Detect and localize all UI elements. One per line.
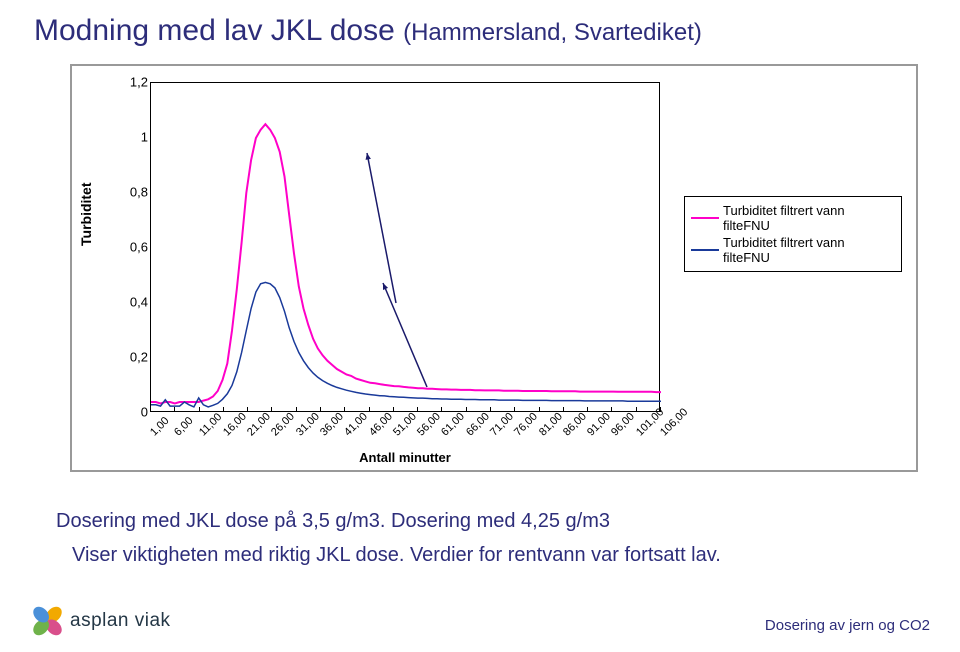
- y-tick-label: 0,2: [130, 350, 148, 365]
- x-tick-label: 56,00: [415, 411, 443, 439]
- logo-mark: [30, 604, 64, 638]
- x-tick-label: 71,00: [488, 411, 516, 439]
- x-tick-label: 46,00: [367, 411, 395, 439]
- annotation-arrow: [383, 283, 427, 387]
- x-tick-label: 51,00: [391, 411, 419, 439]
- x-tick-label: 16,00: [221, 411, 249, 439]
- x-tick-label: 76,00: [512, 411, 540, 439]
- x-tick-label: 6,00: [172, 415, 196, 439]
- y-tick-label: 0,8: [130, 185, 148, 200]
- x-tick-label: 41,00: [342, 411, 370, 439]
- x-tick-label: 36,00: [318, 411, 346, 439]
- x-axis: 1,006,0011,0016,0021,0026,0031,0036,0041…: [150, 412, 660, 452]
- legend-label: Turbiditet filtrert vann filteFNU: [723, 203, 895, 233]
- x-tick-label: 61,00: [439, 411, 467, 439]
- x-tick-label: 96,00: [609, 411, 637, 439]
- x-tick-label: 86,00: [561, 411, 589, 439]
- chart-plot-area: [150, 82, 660, 412]
- title-sub: (Hammersland, Svartediket): [403, 19, 702, 46]
- x-tick-label: 21,00: [245, 411, 273, 439]
- y-axis-label: Turbiditet: [78, 182, 94, 246]
- chart-legend: Turbiditet filtrert vann filteFNUTurbidi…: [684, 196, 902, 272]
- legend-item: Turbiditet filtrert vann filteFNU: [691, 203, 895, 233]
- caption-line-2: Viser viktigheten med riktig JKL dose. V…: [72, 544, 721, 567]
- x-tick-label: 31,00: [294, 411, 322, 439]
- logo: asplan viak: [30, 604, 171, 638]
- annotation-arrow-head: [366, 153, 371, 160]
- chart-svg: [151, 83, 661, 413]
- series-line: [151, 282, 661, 407]
- y-tick-label: 1,2: [130, 75, 148, 90]
- y-tick-label: 0,4: [130, 295, 148, 310]
- x-tick-label: 11,00: [197, 411, 224, 438]
- page-title: Modning med lav JKL dose (Hammersland, S…: [34, 14, 702, 48]
- legend-swatch: [691, 249, 719, 251]
- x-tick-label: 1,00: [148, 415, 172, 439]
- legend-item: Turbiditet filtrert vann filteFNU: [691, 235, 895, 265]
- y-tick-label: 0: [141, 405, 148, 420]
- y-tick-label: 1: [141, 130, 148, 145]
- title-main: Modning med lav JKL dose: [34, 14, 403, 47]
- x-tick-label: 81,00: [537, 411, 565, 439]
- legend-label: Turbiditet filtrert vann filteFNU: [723, 235, 895, 265]
- x-tick-label: 66,00: [464, 411, 492, 439]
- annotation-arrow: [367, 153, 396, 303]
- x-axis-label: Antall minutter: [150, 450, 660, 465]
- x-tick-label: 26,00: [269, 411, 297, 439]
- caption-line-1: Dosering med JKL dose på 3,5 g/m3. Doser…: [56, 510, 610, 533]
- footer-text: Dosering av jern og CO2: [765, 617, 930, 634]
- logo-text: asplan viak: [70, 610, 171, 632]
- y-axis: 00,20,40,60,811,2: [120, 82, 148, 412]
- legend-swatch: [691, 217, 719, 219]
- chart-frame: Turbiditet 0 0,2 0,4 0,6 0,8 1 1,2 1,006,0011,…: [70, 64, 918, 472]
- y-tick-label: 0,6: [130, 240, 148, 255]
- series-line: [151, 124, 661, 403]
- x-tick-label: 91,00: [585, 411, 613, 439]
